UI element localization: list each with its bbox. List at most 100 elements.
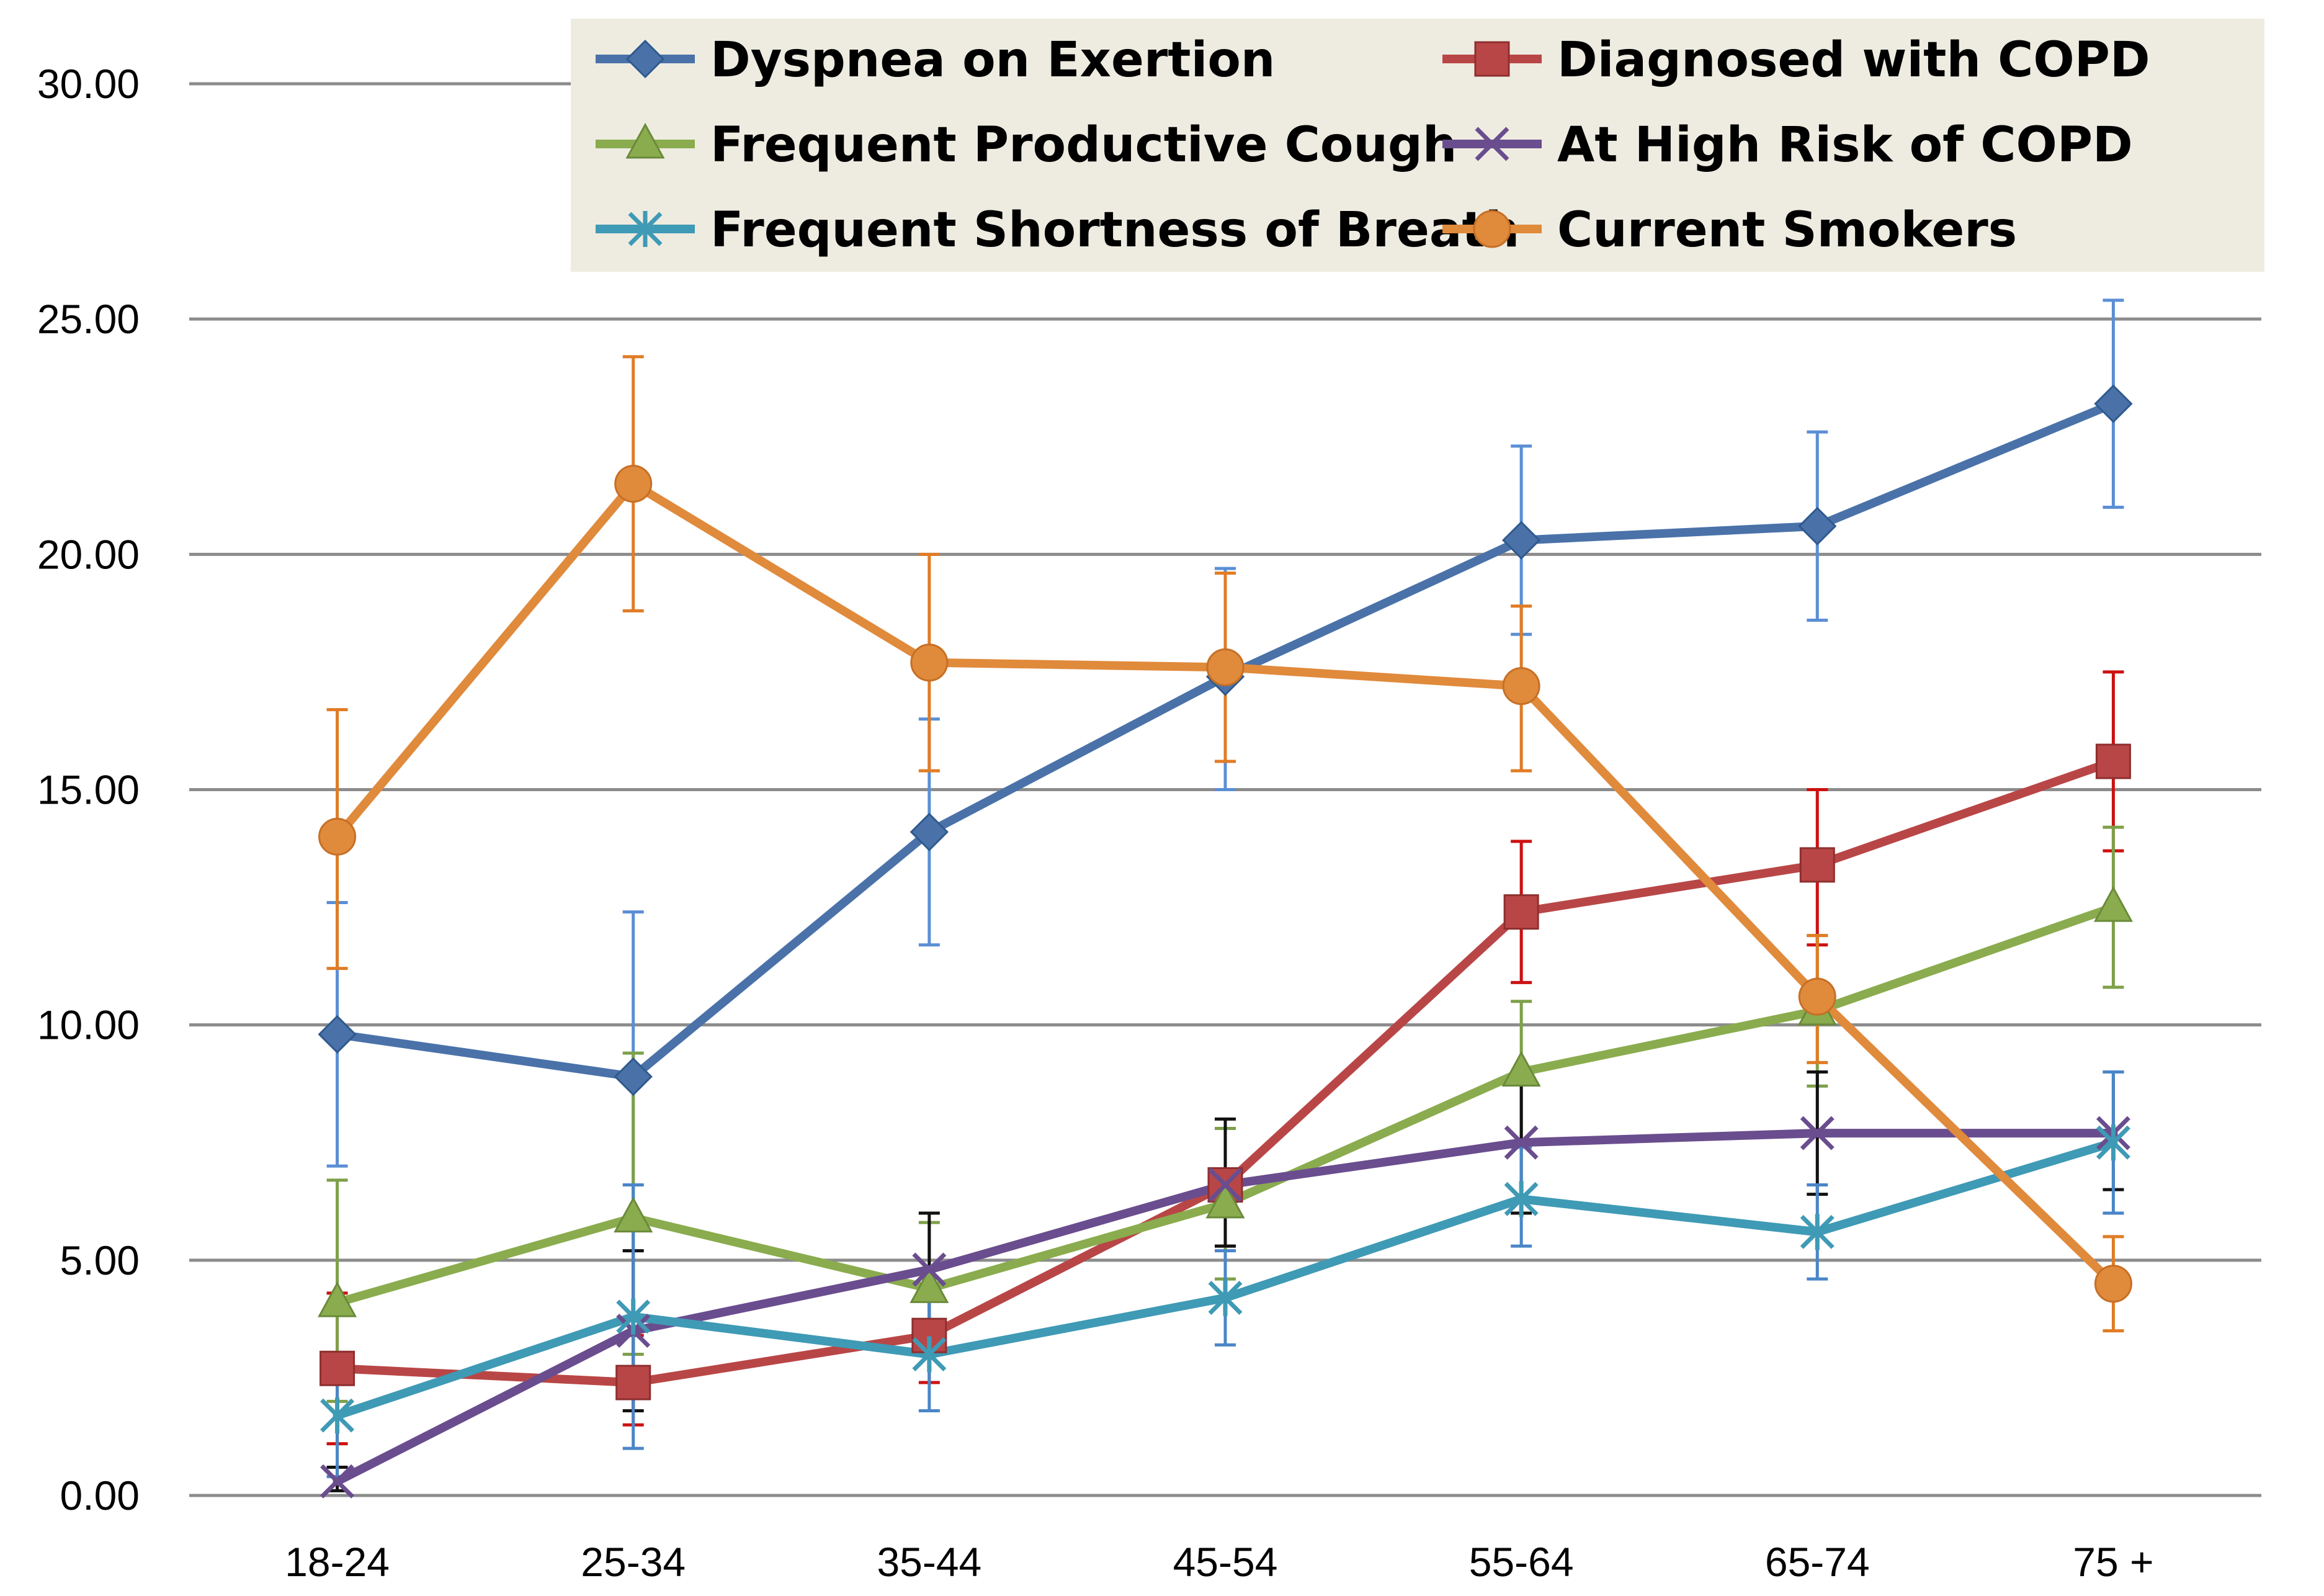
x-marker bbox=[320, 1464, 355, 1499]
data-point bbox=[616, 1298, 651, 1335]
circle-marker bbox=[2094, 1265, 2132, 1303]
x-tick-label: 18-24 bbox=[285, 1539, 390, 1585]
data-point bbox=[1208, 1168, 1243, 1202]
diamond-marker bbox=[614, 1057, 653, 1096]
legend-item: Frequent Shortness of Breath bbox=[596, 202, 1519, 258]
data-point bbox=[1800, 1214, 1835, 1250]
data-point bbox=[2095, 743, 2131, 779]
data-point bbox=[1206, 648, 1245, 686]
x-tick-label: 25-34 bbox=[581, 1539, 686, 1585]
x-marker bbox=[1504, 1125, 1539, 1160]
data-point bbox=[614, 465, 653, 503]
square-marker bbox=[2095, 743, 2131, 779]
data-point bbox=[2094, 384, 2133, 423]
legend-item: Diagnosed with COPD bbox=[1442, 32, 2150, 88]
y-tick-label: 15.00 bbox=[37, 767, 140, 813]
data-point bbox=[615, 1365, 651, 1401]
data-point bbox=[910, 643, 949, 682]
triangle-marker bbox=[1501, 1051, 1541, 1087]
data-point bbox=[614, 1057, 653, 1096]
data-point bbox=[2093, 885, 2133, 922]
data-point bbox=[318, 817, 357, 856]
square-marker bbox=[1799, 847, 1835, 883]
legend-label: Diagnosed with COPD bbox=[1557, 32, 2150, 88]
diamond-marker bbox=[625, 39, 665, 79]
y-tick-label: 5.00 bbox=[60, 1237, 140, 1283]
data-point bbox=[1504, 1181, 1539, 1217]
series-markers bbox=[318, 384, 2133, 1499]
triangle-marker bbox=[614, 1196, 653, 1233]
asterisk-marker bbox=[1504, 1181, 1539, 1217]
circle-marker bbox=[318, 817, 357, 856]
diamond-marker bbox=[909, 812, 949, 851]
data-point bbox=[909, 812, 949, 851]
diamond-marker bbox=[1502, 521, 1541, 560]
data-point bbox=[320, 1397, 355, 1434]
data-point bbox=[1799, 847, 1835, 883]
data-point bbox=[2096, 1124, 2130, 1161]
data-point bbox=[318, 1281, 357, 1317]
x-tick-label: 75 + bbox=[2073, 1539, 2153, 1585]
x-tick-label: 65-74 bbox=[1765, 1539, 1870, 1585]
asterisk-marker bbox=[616, 1298, 651, 1335]
data-point bbox=[1798, 506, 1837, 545]
y-tick-label: 25.00 bbox=[37, 296, 140, 342]
legend-item: Frequent Productive Cough bbox=[596, 117, 1457, 173]
data-point bbox=[1798, 977, 1836, 1016]
y-tick-label: 20.00 bbox=[37, 531, 140, 577]
asterisk-marker bbox=[2096, 1124, 2130, 1161]
legend-item: Current Smokers bbox=[1442, 202, 2017, 258]
data-point bbox=[1475, 127, 1509, 161]
data-point bbox=[1502, 521, 1541, 560]
data-point bbox=[912, 1336, 947, 1373]
asterisk-marker bbox=[1800, 1214, 1835, 1250]
legend-box bbox=[571, 19, 2264, 272]
triangle-marker bbox=[909, 1267, 949, 1303]
data-point bbox=[625, 39, 665, 79]
data-point bbox=[1800, 1116, 1835, 1150]
data-point bbox=[1208, 1280, 1243, 1316]
data-point bbox=[625, 122, 665, 159]
circle-marker bbox=[1502, 667, 1540, 706]
diamond-marker bbox=[2094, 384, 2133, 423]
asterisk-marker bbox=[628, 211, 663, 247]
data-point bbox=[320, 1350, 355, 1386]
data-point bbox=[2094, 1265, 2132, 1303]
asterisk-marker bbox=[320, 1397, 355, 1434]
x-tick-label: 35-44 bbox=[877, 1539, 981, 1585]
x-marker bbox=[1800, 1116, 1835, 1150]
square-marker bbox=[1503, 894, 1539, 930]
asterisk-marker bbox=[1208, 1280, 1243, 1316]
x-marker bbox=[912, 1252, 947, 1287]
legend-item: At High Risk of COPD bbox=[1442, 117, 2133, 173]
circle-marker bbox=[1798, 977, 1836, 1016]
x-marker bbox=[1475, 127, 1509, 161]
x-marker bbox=[1208, 1168, 1243, 1202]
data-point bbox=[1205, 1182, 1245, 1219]
legend-label: Frequent Productive Cough bbox=[710, 117, 1457, 173]
triangle-marker bbox=[318, 1281, 357, 1317]
circle-marker bbox=[1473, 210, 1511, 248]
data-point bbox=[614, 1196, 653, 1233]
circle-marker bbox=[1206, 648, 1245, 686]
diamond-marker bbox=[318, 1015, 357, 1054]
legend-label: Current Smokers bbox=[1557, 202, 2017, 258]
legend-label: Frequent Shortness of Breath bbox=[710, 202, 1519, 258]
legend-label: Dyspnea on Exertion bbox=[710, 32, 1275, 88]
asterisk-marker bbox=[912, 1336, 947, 1373]
data-point bbox=[1504, 1125, 1539, 1160]
legend-item: Dyspnea on Exertion bbox=[596, 32, 1275, 88]
x-tick-label: 45-54 bbox=[1173, 1539, 1278, 1585]
data-point bbox=[320, 1464, 355, 1499]
data-point bbox=[912, 1252, 947, 1287]
triangle-marker bbox=[625, 122, 665, 159]
y-tick-label: 0.00 bbox=[60, 1473, 140, 1518]
data-point bbox=[909, 1267, 949, 1303]
circle-marker bbox=[614, 465, 653, 503]
square-marker bbox=[615, 1365, 651, 1401]
square-marker bbox=[320, 1350, 355, 1386]
data-point bbox=[628, 211, 663, 247]
square-marker bbox=[1474, 41, 1510, 77]
data-point bbox=[1501, 1051, 1541, 1087]
